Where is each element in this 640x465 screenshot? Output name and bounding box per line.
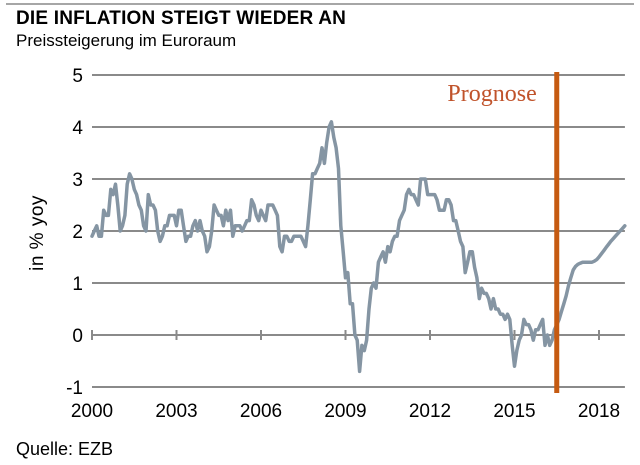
x-tick-label: 2009 xyxy=(324,401,366,422)
y-tick-label: 3 xyxy=(72,170,83,191)
source-note: Quelle: EZB xyxy=(16,439,114,459)
y-tick-label: 1 xyxy=(72,274,83,295)
x-tick-label: 2003 xyxy=(155,401,197,422)
x-tick-label: 2000 xyxy=(71,401,113,422)
y-tick-label: 5 xyxy=(72,66,83,87)
y-tick-label: 4 xyxy=(72,118,83,139)
y-tick-label: -1 xyxy=(66,378,83,399)
x-tick-label: 2018 xyxy=(578,401,620,422)
top-divider-rule xyxy=(6,3,634,5)
chart-subtitle: Preissteigerung im Euroraum xyxy=(16,31,237,50)
x-tick-label: 2015 xyxy=(493,401,535,422)
x-tick-label: 2012 xyxy=(409,401,451,422)
y-tick-label: 2 xyxy=(72,222,83,243)
inflation-series-line xyxy=(90,120,627,374)
forecast-annotation-label: Prognose xyxy=(447,81,536,107)
chart-title: DIE INFLATION STEIGT WIEDER AN xyxy=(16,8,347,29)
x-tick-label: 2006 xyxy=(240,401,282,422)
y-tick-label: 0 xyxy=(72,326,83,347)
